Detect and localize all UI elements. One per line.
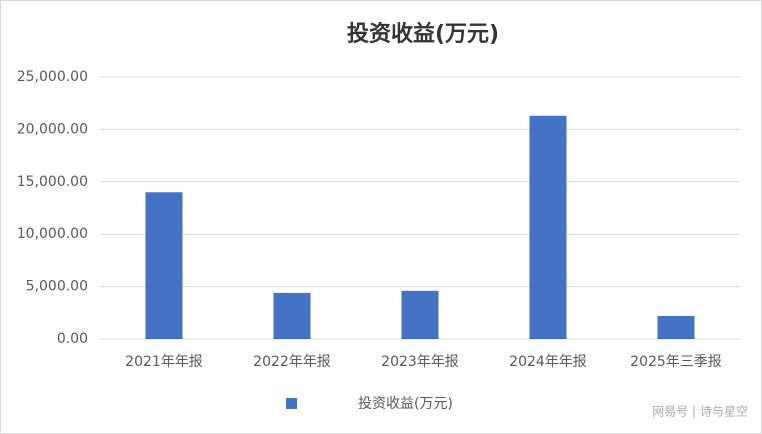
legend-label: 投资收益(万元)	[358, 396, 453, 412]
x-tick-label: 2025年三季报	[630, 354, 722, 370]
chart-title: 投资收益(万元)	[347, 21, 499, 47]
y-tick-label: 25,000.00	[17, 69, 88, 85]
bar	[657, 315, 695, 339]
legend-swatch	[286, 398, 297, 409]
bar	[401, 290, 439, 339]
x-tick-label: 2021年年报	[125, 354, 203, 370]
bar	[529, 115, 567, 339]
x-tick-label: 2022年年报	[253, 354, 331, 370]
x-tick-label: 2023年年报	[381, 354, 459, 370]
y-tick-label: 10,000.00	[17, 226, 88, 242]
y-tick-label: 0.00	[57, 331, 88, 347]
watermark: 网易号 | 诗与星空	[652, 405, 748, 419]
bar	[145, 192, 183, 339]
y-tick-label: 15,000.00	[17, 174, 88, 190]
y-tick-label: 5,000.00	[26, 279, 88, 295]
y-tick-label: 20,000.00	[17, 121, 88, 137]
bar	[273, 292, 311, 339]
x-tick-label: 2024年年报	[509, 354, 587, 370]
